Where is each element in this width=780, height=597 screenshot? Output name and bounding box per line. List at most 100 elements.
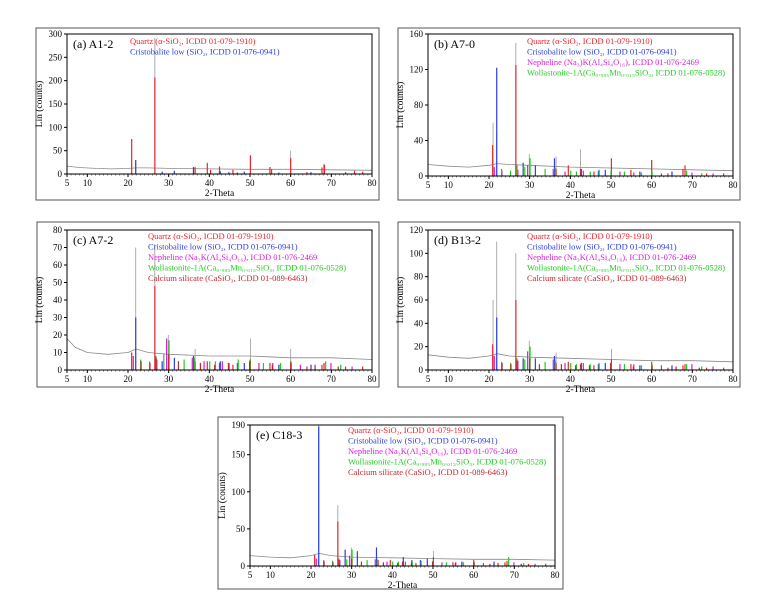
x-tick-label: 10 xyxy=(266,570,276,580)
x-tick-label: 80 xyxy=(729,374,739,384)
y-tick-label: 120 xyxy=(410,65,424,75)
x-tick-label: 5 xyxy=(426,374,431,384)
x-tick-label: 70 xyxy=(510,570,520,580)
x-tick-label: 30 xyxy=(347,570,357,580)
x-tick-label: 40 xyxy=(205,178,215,188)
x-tick-label: 60 xyxy=(647,374,657,384)
y-tick-label: 40 xyxy=(53,295,63,305)
y-axis-title: Lin (counts) xyxy=(34,277,45,324)
background-curve xyxy=(427,163,734,172)
legend-wollastonite: Wollastonite-1A(Ca₀.₉₈₅Mn₀.₀₁₅SiO₃, ICDD… xyxy=(527,263,725,273)
panel-c: 5 10 20 30 40 50 60 70 80 0 10 20 30 40 50 60 70 80 2-Thet… xyxy=(34,221,380,395)
legend-quartz: Quartz (α-SiO₂, ICDD 01-079-1910) xyxy=(348,425,474,435)
y-tick-label: 60 xyxy=(414,295,424,305)
x-tick-label: 60 xyxy=(469,570,479,580)
y-tick-label: 60 xyxy=(53,260,63,270)
x-tick-label: 5 xyxy=(65,178,70,188)
x-tick-label: 80 xyxy=(368,374,378,384)
y-tick-label: 150 xyxy=(232,450,246,460)
x-tick-label: 70 xyxy=(327,374,337,384)
y-tick-label: 40 xyxy=(414,318,424,328)
y-tick-label: 40 xyxy=(414,136,424,146)
x-tick-label: 30 xyxy=(164,374,174,384)
y-axis-title: Lin (counts) xyxy=(395,277,406,324)
y-tick-label: 0 xyxy=(58,365,63,375)
y-tick-label: 70 xyxy=(53,243,63,253)
legend-quartz: Quartz (α-SiO₂, ICDD 01-079-1910) xyxy=(527,36,653,46)
panel-d: 5 10 20 30 40 50 60 70 80 0 20 40 60 80 100 120 2-Theta L… xyxy=(395,221,741,395)
x-tick-label: 30 xyxy=(525,374,535,384)
legend-nepheline: Nepheline (Na₃K(Al₄Si₄O₁₆), ICDD 01-076-… xyxy=(148,252,317,262)
legend-calcium-silicate: Calcium silicate (CaSiO₃, ICDD 01-089-64… xyxy=(348,467,508,477)
legend-wollastonite: Wollastonite-1A(Ca₀.₉₈₅Mn₀.₀₁₅SiO₃, ICDD… xyxy=(527,68,725,78)
plot-area xyxy=(249,424,556,567)
legend-quartz: Quartz (α-SiO₂, ICDD 01-079-1910) xyxy=(527,231,653,241)
legend-calcium-silicate: Calcium silicate (CaSiO₃, ICDD 01-089-64… xyxy=(527,273,687,283)
x-tick-label: 40 xyxy=(205,374,215,384)
x-tick-label: 40 xyxy=(566,180,576,190)
legend-cristobalite: Cristobalite low (SiO₂, ICDD 01-076-0941… xyxy=(130,47,280,57)
legend-nepheline: Nepheline (Na₃)K(Al₄Si₄O₁₆), ICDD 01-076… xyxy=(527,57,699,67)
legend-cristobalite: Cristobalite low (SiO₂, ICDD 01-076-0941… xyxy=(527,47,677,57)
x-tick-label: 10 xyxy=(444,374,454,384)
panel-e: 5 10 20 30 40 50 60 70 80 0 50 100 150 190 2-Theta Lin … xyxy=(217,416,564,591)
x-tick-label: 20 xyxy=(124,374,134,384)
y-tick-label: 20 xyxy=(53,330,63,340)
y-tick-label: 100 xyxy=(410,248,424,258)
y-tick-label: 50 xyxy=(53,146,63,156)
y-tick-label: 300 xyxy=(49,29,63,39)
x-tick-label: 20 xyxy=(307,570,317,580)
y-axis-title: Lin (counts) xyxy=(395,82,406,129)
y-tick-label: 160 xyxy=(410,29,424,39)
x-tick-label: 50 xyxy=(246,178,256,188)
y-tick-label: 0 xyxy=(419,171,424,181)
panel-a: 5 10 20 30 40 50 60 70 80 0 50 100 150 200 250 300 2-The… xyxy=(34,27,380,201)
y-tick-label: 50 xyxy=(236,524,246,534)
x-tick-label: 20 xyxy=(485,374,495,384)
x-tick-label: 80 xyxy=(729,180,739,190)
x-tick-label: 5 xyxy=(426,180,431,190)
x-tick-label: 70 xyxy=(327,178,337,188)
y-tick-label: 80 xyxy=(414,272,424,282)
x-tick-label: 20 xyxy=(485,180,495,190)
background-curve xyxy=(427,353,734,363)
y-axis-title: Lin (counts) xyxy=(217,472,228,519)
x-tick-label: 40 xyxy=(388,570,398,580)
x-tick-label: 80 xyxy=(368,178,378,188)
panel-label: (e) C18-3 xyxy=(256,428,302,442)
y-tick-label: 0 xyxy=(241,561,246,571)
legend-cristobalite: Cristobalite low (SiO₂, ICDD 01-076-0941… xyxy=(348,436,498,446)
y-tick-label: 50 xyxy=(53,278,63,288)
y-tick-label: 250 xyxy=(49,52,63,62)
x-tick-label: 40 xyxy=(566,374,576,384)
x-tick-label: 10 xyxy=(83,178,93,188)
y-axis-title: Lin (counts) xyxy=(34,81,45,128)
x-tick-label: 5 xyxy=(248,570,253,580)
y-tick-label: 190 xyxy=(232,420,246,430)
x-tick-label: 20 xyxy=(124,178,134,188)
legend-quartz: Quartz (α-SiO₂, ICDD 01-079-1910) xyxy=(130,36,256,46)
x-tick-label: 60 xyxy=(647,180,657,190)
panel-label: (c) A7-2 xyxy=(73,233,113,247)
x-tick-label: 60 xyxy=(286,178,296,188)
x-tick-label: 50 xyxy=(607,180,617,190)
legend-quartz: Quartz (α-SiO₂, ICDD 01-079-1910) xyxy=(148,231,274,241)
legend-wollastonite: Wollastonite-1A(Ca₀.₉₈₅Mn₀.₀₁₅SiO₃, ICDD… xyxy=(348,457,546,467)
legend-nepheline: Nepheline (Na₃K(Al₄Si₄O₁₆), ICDD 01-076-… xyxy=(348,446,517,456)
legend-cristobalite: Cristobalite low (SiO₂, ICDD 01-076-0941… xyxy=(148,242,298,252)
x-tick-label: 60 xyxy=(286,374,296,384)
y-tick-label: 150 xyxy=(49,99,63,109)
x-axis-title: 2-Theta xyxy=(205,189,235,199)
y-tick-label: 30 xyxy=(53,313,63,323)
x-axis-title: 2-Theta xyxy=(205,385,235,395)
x-tick-label: 10 xyxy=(83,374,93,384)
panel-frame xyxy=(397,221,741,388)
y-tick-label: 200 xyxy=(49,76,63,86)
legend-nepheline: Nepheline (Na₃K(Al₄Si₄O₁₆), ICDD 01-076-… xyxy=(527,252,696,262)
x-tick-label: 50 xyxy=(607,374,617,384)
y-tick-label: 0 xyxy=(419,365,424,375)
y-tick-label: 10 xyxy=(53,348,63,358)
legend-cristobalite: Cristobalite low (SiO₂, ICDD 01-076-0941… xyxy=(527,242,677,252)
x-tick-label: 70 xyxy=(688,374,698,384)
